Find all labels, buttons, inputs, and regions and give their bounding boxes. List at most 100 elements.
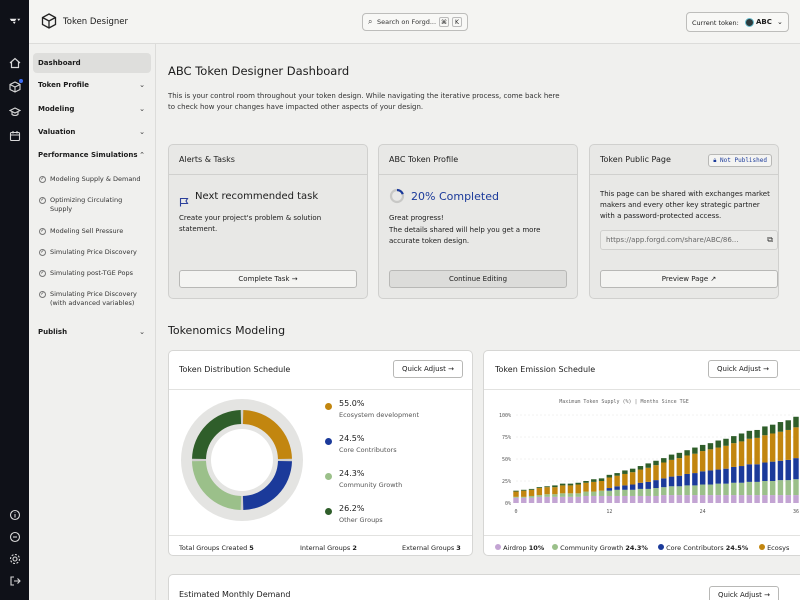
bar-segment: [645, 481, 651, 489]
bar-segment: [521, 497, 527, 503]
bar-segment: [559, 496, 566, 503]
chevron-down-icon: ⌄: [139, 128, 145, 136]
bar-segment: [653, 460, 659, 466]
bar-segment: [645, 467, 651, 482]
sidebar-subitem[interactable]: ✓ Modeling Sell Pressure: [39, 227, 151, 236]
copy-icon[interactable]: ⧉: [767, 235, 773, 244]
bar-segment: [785, 429, 791, 460]
emission-chart: Maximum Token Supply (%) | Months Since …: [499, 399, 799, 515]
bar-segment: [692, 485, 698, 496]
share-url-value: https://app.forgd.com/share/ABC/86...: [606, 236, 739, 244]
bar-segment: [668, 486, 675, 496]
bar-segment: [629, 495, 636, 503]
bar-segment: [676, 495, 683, 503]
bar-segment: [723, 468, 729, 484]
complete-task-button[interactable]: Complete Task →: [179, 270, 357, 288]
quick-adjust-button[interactable]: Quick Adjust →: [708, 360, 778, 378]
cube-icon[interactable]: [8, 80, 22, 94]
x-tick-label: 0: [514, 509, 517, 515]
legend-swatch: [495, 544, 501, 550]
sidebar-subitem[interactable]: ✓ Optimizing Circulating Supply: [39, 196, 151, 214]
bar-segment: [661, 478, 667, 488]
y-tick-label: 25%: [502, 479, 511, 485]
sidebar-item-publish[interactable]: Publish ⌄: [33, 328, 151, 340]
quick-adjust-button[interactable]: Quick Adjust →: [393, 360, 463, 378]
legend-swatch: [325, 438, 332, 445]
next-task-title: Next recommended task: [195, 191, 319, 202]
bar-segment: [793, 427, 799, 459]
bar-segment: [676, 458, 683, 476]
token-selector-label: Current token:: [692, 19, 739, 27]
bar-segment: [668, 454, 675, 460]
preview-page-button[interactable]: Preview Page ↗: [600, 270, 778, 288]
bar-segment: [622, 485, 628, 490]
bar-segment: [746, 481, 753, 496]
bar-segment: [645, 463, 651, 468]
bar-segment: [575, 482, 581, 485]
forgd-logo-icon[interactable]: [7, 14, 23, 28]
y-tick-label: 50%: [502, 457, 511, 463]
sidebar-subitem[interactable]: ✓ Modeling Supply & Demand: [39, 175, 151, 184]
sidebar-subitem-label: Optimizing Circulating Supply: [50, 196, 123, 213]
sidebar-subitem[interactable]: ✓ Simulating Price Discovery (with advanc…: [39, 290, 151, 308]
quick-adjust-button[interactable]: Quick Adjust →: [709, 586, 779, 600]
search-bar[interactable]: ⌕ Search on Forgd... ⌘ K: [362, 13, 468, 31]
page-title: ABC Token Designer Dashboard: [168, 64, 350, 78]
continue-editing-button[interactable]: Continue Editing: [389, 270, 567, 288]
bar-segment: [684, 455, 690, 474]
sidebar: Dashboard Token Profile ⌄ Modeling ⌄ Valua…: [29, 44, 156, 600]
bar-segment: [622, 473, 628, 486]
bar-segment: [637, 466, 644, 470]
divider: [484, 535, 800, 536]
chevron-up-icon: ⌃: [139, 151, 145, 159]
bar-segment: [793, 416, 799, 428]
token-selector[interactable]: Current token: ABC ⌄: [686, 12, 789, 32]
sidebar-item-modeling[interactable]: Modeling ⌄: [33, 105, 151, 117]
bar-segment: [583, 491, 589, 496]
bar-segment: [552, 496, 558, 503]
logout-icon[interactable]: [8, 574, 22, 588]
sidebar-item-performance-simulations[interactable]: Performance Simulations ⌃: [33, 151, 151, 163]
bar-segment: [793, 479, 799, 496]
x-tick-label: 36: [793, 509, 799, 515]
chat-icon[interactable]: [8, 530, 22, 544]
sidebar-subitem[interactable]: ✓ Simulating Price Discovery: [39, 248, 151, 257]
sidebar-subitem[interactable]: ✓ Simulating post-TGE Pops: [39, 269, 151, 278]
main-content: ABC Token Designer Dashboard This is you…: [156, 44, 800, 600]
calendar-icon[interactable]: [8, 129, 22, 143]
legend-value: 24.3%: [625, 544, 648, 552]
legend-label: Core Contributors: [339, 446, 397, 454]
sidebar-item-token-profile[interactable]: Token Profile ⌄: [33, 81, 151, 93]
progress-headline: Great progress!: [389, 214, 444, 222]
info-icon[interactable]: [8, 508, 22, 522]
bar-segment: [754, 481, 760, 496]
bar-segment: [769, 424, 776, 434]
emission-card: Token Emission Schedule Quick Adjust → M…: [483, 350, 800, 556]
stat-value: 3: [456, 544, 461, 552]
bar-segment: [567, 485, 574, 494]
legend-label: Airdrop: [503, 544, 527, 552]
bar-segment: [707, 470, 714, 485]
bar-segment: [707, 495, 714, 503]
divider: [169, 535, 472, 536]
home-icon[interactable]: [8, 56, 22, 70]
sidebar-subitem-label: Modeling Supply & Demand: [50, 175, 141, 183]
x-tick-label: 12: [606, 509, 612, 515]
bar-segment: [754, 464, 760, 482]
graduation-cap-icon[interactable]: [8, 105, 22, 119]
sidebar-item-valuation[interactable]: Valuation ⌄: [33, 128, 151, 140]
bar-segment: [731, 466, 737, 483]
bar-segment: [637, 495, 644, 503]
sidebar-item-dashboard[interactable]: Dashboard: [33, 53, 151, 73]
bar-segment: [622, 495, 628, 503]
share-url-field[interactable]: https://app.forgd.com/share/ABC/86... ⧉: [600, 230, 778, 250]
bar-segment: [661, 495, 667, 503]
bar-segment: [777, 460, 784, 481]
gear-icon[interactable]: [8, 552, 22, 566]
donut-segment-community-growth: [192, 460, 242, 510]
bar-segment: [528, 489, 535, 496]
bar-segment: [614, 489, 620, 496]
bar-segment: [513, 496, 519, 498]
legend-swatch: [325, 508, 332, 515]
check-circle-icon: ✓: [39, 249, 46, 256]
